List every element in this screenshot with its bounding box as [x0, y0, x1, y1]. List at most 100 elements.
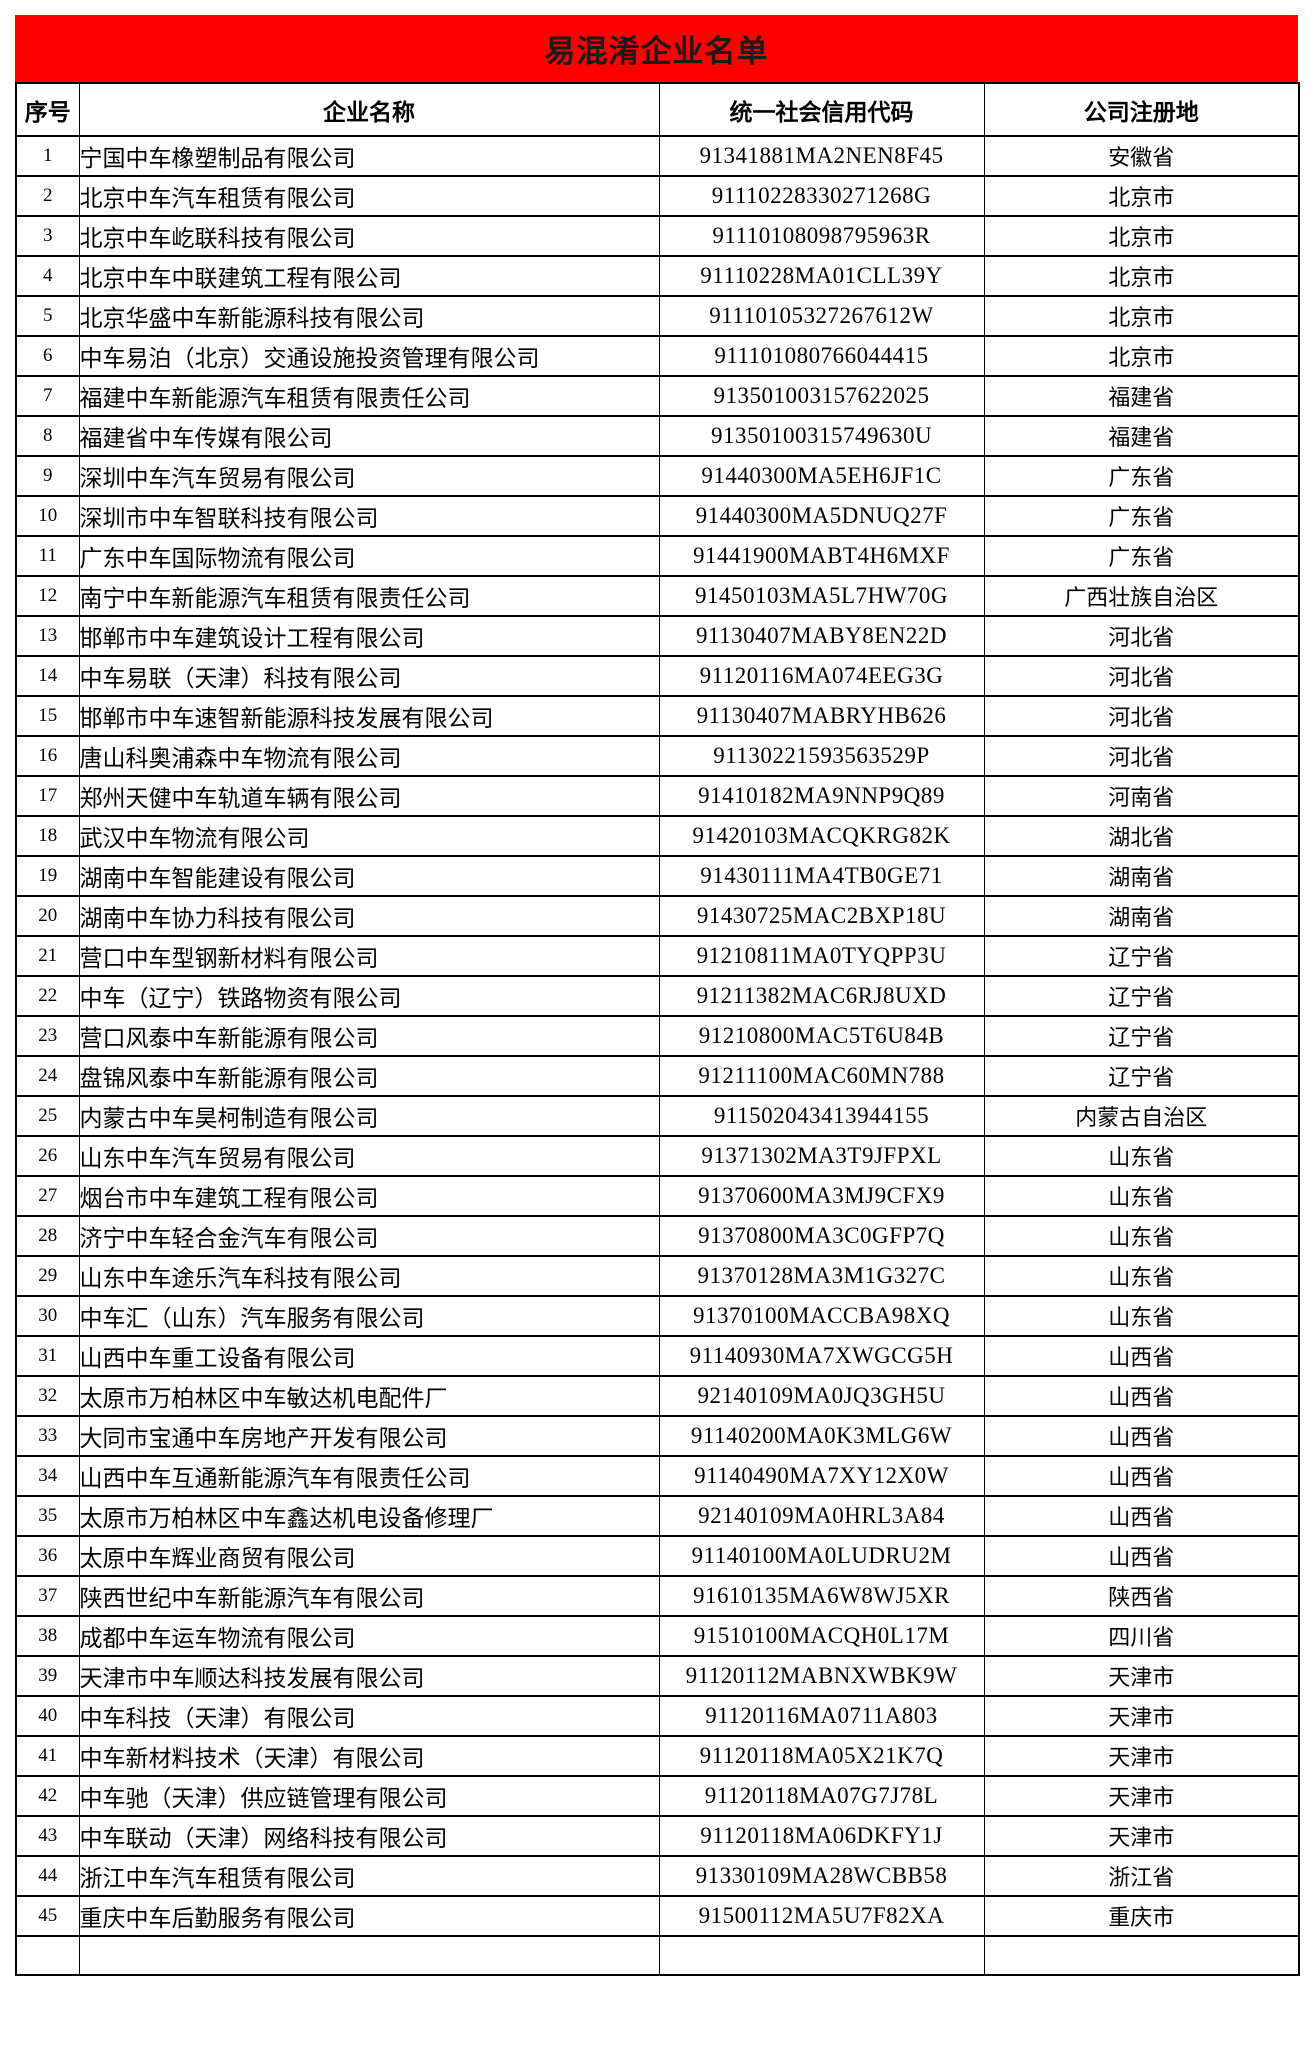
cell-company-name: 大同市宝通中车房地产开发有限公司	[78, 1415, 660, 1457]
cell-company-name: 北京中车汽车租赁有限公司	[78, 175, 660, 217]
table-row: 36 太原中车辉业商贸有限公司 91140100MA0LUDRU2M 山西省	[15, 1535, 1300, 1577]
cell-location: 重庆市	[983, 1895, 1300, 1937]
cell-index: 34	[15, 1455, 80, 1497]
cell-index: 30	[15, 1295, 80, 1337]
cell-index: 6	[15, 335, 80, 377]
cell-credit-code: 91110108098795963R	[658, 215, 985, 257]
cell-location: 辽宁省	[983, 1015, 1300, 1057]
cell-location: 山西省	[983, 1535, 1300, 1577]
cell-index: 22	[15, 975, 80, 1017]
cell-index: 29	[15, 1255, 80, 1297]
cell-credit-code: 91370800MA3C0GFP7Q	[658, 1215, 985, 1257]
cell-index: 42	[15, 1775, 80, 1817]
cell-index: 9	[15, 455, 80, 497]
cell-company-name: 成都中车运车物流有限公司	[78, 1615, 660, 1657]
table-row: 13 邯郸市中车建筑设计工程有限公司 91130407MABY8EN22D 河北…	[15, 615, 1300, 657]
cell-credit-code: 91140100MA0LUDRU2M	[658, 1535, 985, 1577]
cell-company-name: 盘锦风泰中车新能源有限公司	[78, 1055, 660, 1097]
cell-company-name: 福建中车新能源汽车租赁有限责任公司	[78, 375, 660, 417]
table-row: 27 烟台市中车建筑工程有限公司 91370600MA3MJ9CFX9 山东省	[15, 1175, 1300, 1217]
table-row: 1 宁国中车橡塑制品有限公司 91341881MA2NEN8F45 安徽省	[15, 135, 1300, 177]
cell-credit-code: 91120116MA0711A803	[658, 1695, 985, 1737]
cell-credit-code: 91120116MA074EEG3G	[658, 655, 985, 697]
table-row: 7 福建中车新能源汽车租赁有限责任公司 913501003157622025 福…	[15, 375, 1300, 417]
cell-index: 33	[15, 1415, 80, 1457]
table-row: 3 北京中车屹联科技有限公司 91110108098795963R 北京市	[15, 215, 1300, 257]
cell-location: 浙江省	[983, 1855, 1300, 1897]
cell-location: 山西省	[983, 1455, 1300, 1497]
cell-company-name: 陕西世纪中车新能源汽车有限公司	[78, 1575, 660, 1617]
cell-location: 辽宁省	[983, 1055, 1300, 1097]
cell-index: 28	[15, 1215, 80, 1257]
table-row: 12 南宁中车新能源汽车租赁有限责任公司 91450103MA5L7HW70G …	[15, 575, 1300, 617]
table-row: 22 中车（辽宁）铁路物资有限公司 91211382MAC6RJ8UXD 辽宁省	[15, 975, 1300, 1017]
cell-credit-code: 91500112MA5U7F82XA	[658, 1895, 985, 1937]
cell-location: 陕西省	[983, 1575, 1300, 1617]
cell-credit-code: 91211100MAC60MN788	[658, 1055, 985, 1097]
cell-location: 北京市	[983, 295, 1300, 337]
cell-index: 24	[15, 1055, 80, 1097]
cell-credit-code: 91370100MACCBA98XQ	[658, 1295, 985, 1337]
cell-location: 河北省	[983, 655, 1300, 697]
table-row: 18 武汉中车物流有限公司 91420103MACQKRG82K 湖北省	[15, 815, 1300, 857]
cell-index: 23	[15, 1015, 80, 1057]
cell-index: 37	[15, 1575, 80, 1617]
cell-credit-code: 91120118MA07G7J78L	[658, 1775, 985, 1817]
cell-credit-code: 91110228MA01CLL39Y	[658, 255, 985, 297]
cell-index: 13	[15, 615, 80, 657]
cell-credit-code: 91120118MA05X21K7Q	[658, 1735, 985, 1777]
cell-company-name: 天津市中车顺达科技发展有限公司	[78, 1655, 660, 1697]
cell-company-name: 武汉中车物流有限公司	[78, 815, 660, 857]
cell-credit-code: 92140109MA0JQ3GH5U	[658, 1375, 985, 1417]
cell-index: 35	[15, 1495, 80, 1537]
cell-credit-code: 91140930MA7XWGCG5H	[658, 1335, 985, 1377]
cell-location: 天津市	[983, 1735, 1300, 1777]
cell-credit-code: 91610135MA6W8WJ5XR	[658, 1575, 985, 1617]
cell-index: 25	[15, 1095, 80, 1137]
cell-company-name: 中车驰（天津）供应链管理有限公司	[78, 1775, 660, 1817]
cell-index: 19	[15, 855, 80, 897]
cell-credit-code: 91120118MA06DKFY1J	[658, 1815, 985, 1857]
cell-index: 44	[15, 1855, 80, 1897]
cell-location: 天津市	[983, 1655, 1300, 1697]
cell-location: 山东省	[983, 1255, 1300, 1297]
cell-credit-code: 91210800MAC5T6U84B	[658, 1015, 985, 1057]
table-row: 19 湖南中车智能建设有限公司 91430111MA4TB0GE71 湖南省	[15, 855, 1300, 897]
table-row: 39 天津市中车顺达科技发展有限公司 91120112MABNXWBK9W 天津…	[15, 1655, 1300, 1697]
cell-company-name: 太原中车辉业商贸有限公司	[78, 1535, 660, 1577]
cell-index: 43	[15, 1815, 80, 1857]
cell-index: 8	[15, 415, 80, 457]
cell-company-name: 宁国中车橡塑制品有限公司	[78, 135, 660, 177]
table-row: 6 中车易泊（北京）交通设施投资管理有限公司 91110108076604441…	[15, 335, 1300, 377]
cell-index: 1	[15, 135, 80, 177]
cell-location: 天津市	[983, 1775, 1300, 1817]
cell-company-name: 中车（辽宁）铁路物资有限公司	[78, 975, 660, 1017]
table-row: 23 营口风泰中车新能源有限公司 91210800MAC5T6U84B 辽宁省	[15, 1015, 1300, 1057]
table-row: 41 中车新材料技术（天津）有限公司 91120118MA05X21K7Q 天津…	[15, 1735, 1300, 1777]
table-row: 8 福建省中车传媒有限公司 91350100315749630U 福建省	[15, 415, 1300, 457]
table-row: 11 广东中车国际物流有限公司 91441900MABT4H6MXF 广东省	[15, 535, 1300, 577]
table-row: 5 北京华盛中车新能源科技有限公司 91110105327267612W 北京市	[15, 295, 1300, 337]
cell-index: 14	[15, 655, 80, 697]
table-row: 38 成都中车运车物流有限公司 91510100MACQH0L17M 四川省	[15, 1615, 1300, 1657]
cell-company-name: 广东中车国际物流有限公司	[78, 535, 660, 577]
table-row: 10 深圳市中车智联科技有限公司 91440300MA5DNUQ27F 广东省	[15, 495, 1300, 537]
cell-index: 5	[15, 295, 80, 337]
cell-credit-code: 91370600MA3MJ9CFX9	[658, 1175, 985, 1217]
cell-location: 内蒙古自治区	[983, 1095, 1300, 1137]
cell-index: 18	[15, 815, 80, 857]
cell-company-name: 中车联动（天津）网络科技有限公司	[78, 1815, 660, 1857]
cell-location: 山东省	[983, 1135, 1300, 1177]
cell-company-name: 唐山科奥浦森中车物流有限公司	[78, 735, 660, 777]
cell-company-name: 太原市万柏林区中车敏达机电配件厂	[78, 1375, 660, 1417]
column-header-name: 企业名称	[78, 82, 660, 137]
cell-location: 安徽省	[983, 135, 1300, 177]
cell-index: 10	[15, 495, 80, 537]
cell-credit-code: 91140490MA7XY12X0W	[658, 1455, 985, 1497]
cell-location: 天津市	[983, 1815, 1300, 1857]
table-row: 14 中车易联（天津）科技有限公司 91120116MA074EEG3G 河北省	[15, 655, 1300, 697]
cell-index: 17	[15, 775, 80, 817]
cell-company-name: 邯郸市中车速智新能源科技发展有限公司	[78, 695, 660, 737]
cell-index: 40	[15, 1695, 80, 1737]
table-row: 25 内蒙古中车昊柯制造有限公司 911502043413944155 内蒙古自…	[15, 1095, 1300, 1137]
